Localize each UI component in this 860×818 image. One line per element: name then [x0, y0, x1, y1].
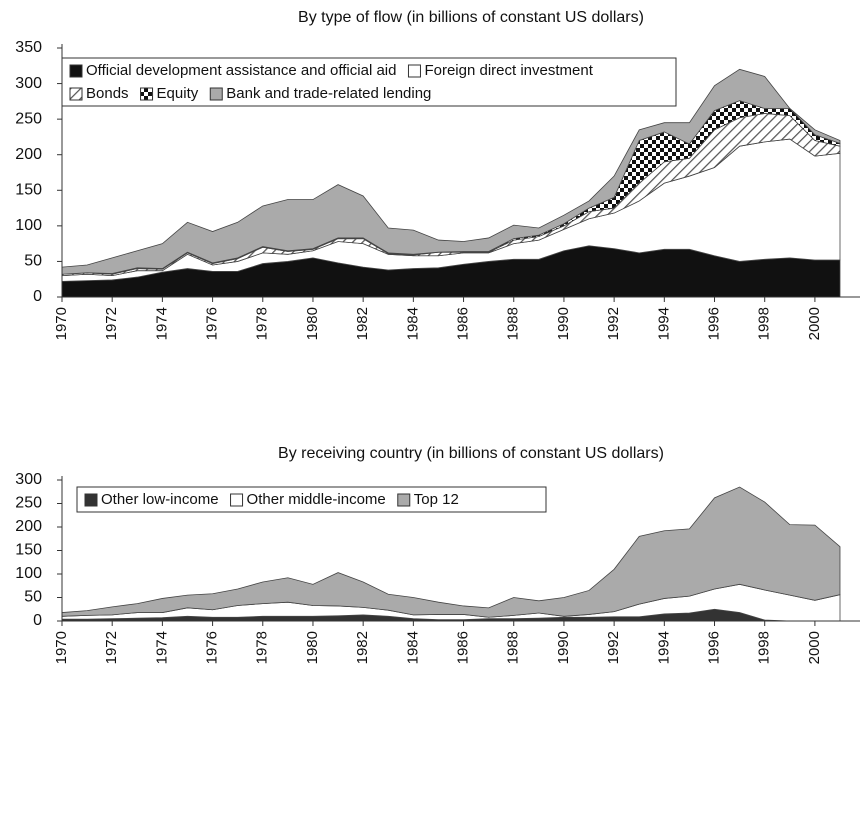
x-tick-label: 1988: [505, 631, 522, 664]
y-tick-label: 300: [15, 75, 42, 92]
y-tick-label: 250: [15, 495, 42, 512]
legend-swatch: [84, 493, 98, 507]
legend-swatch: [397, 493, 411, 507]
y-tick-label: 150: [15, 542, 42, 559]
x-tick-label: 1994: [655, 307, 672, 340]
y-tick-label: 50: [24, 589, 42, 606]
y-tick-label: 0: [33, 612, 42, 629]
x-tick-label: 1998: [756, 307, 773, 340]
y-tick-label: 250: [15, 110, 42, 127]
y-tick-label: 200: [15, 146, 42, 163]
x-tick-label: 1980: [304, 307, 321, 340]
x-tick-label: 1988: [505, 307, 522, 340]
x-tick-label: 1974: [153, 631, 170, 664]
area-4: [61, 68, 841, 275]
x-tick-label: 1984: [404, 307, 421, 340]
x-tick-label: 1986: [455, 631, 472, 664]
x-tick-label: 1970: [53, 631, 70, 664]
x-tick-label: 1976: [204, 307, 221, 340]
x-tick-label: 1974: [153, 307, 170, 340]
x-tick-label: 1990: [555, 307, 572, 340]
x-tick-label: 1972: [103, 631, 120, 664]
legend-swatch: [69, 87, 83, 101]
y-tick-label: 350: [15, 39, 42, 56]
legend-swatch: [230, 493, 244, 507]
legend-swatch: [69, 64, 83, 78]
y-tick-label: 0: [33, 288, 42, 305]
area-2: [61, 486, 841, 618]
y-tick-label: 150: [15, 182, 42, 199]
x-tick-label: 2000: [806, 631, 823, 664]
x-tick-label: 1982: [354, 307, 371, 340]
x-tick-label: 1984: [404, 631, 421, 664]
x-tick-label: 1970: [53, 307, 70, 340]
legend-box: [61, 57, 677, 107]
x-tick-label: 1992: [605, 307, 622, 340]
chart-title: By receiving country (in billions of con…: [278, 445, 664, 462]
legend-label: Equity: [157, 85, 199, 102]
legend-swatch: [140, 87, 154, 101]
legend-label: Bonds: [86, 85, 129, 102]
x-tick-label: 1980: [304, 631, 321, 664]
x-tick-label: 1986: [455, 307, 472, 340]
y-tick-label: 200: [15, 518, 42, 535]
y-tick-label: 100: [15, 217, 42, 234]
legend-box: [76, 486, 547, 513]
legend-label: Foreign direct investment: [424, 62, 593, 79]
x-tick-label: 1994: [655, 631, 672, 664]
y-tick-label: 100: [15, 565, 42, 582]
x-tick-label: 1992: [605, 631, 622, 664]
x-tick-label: 1996: [705, 307, 722, 340]
x-tick-label: 1978: [254, 307, 271, 340]
x-tick-label: 2000: [806, 307, 823, 340]
x-tick-label: 1976: [204, 631, 221, 664]
legend-label: Top 12: [414, 491, 459, 508]
x-tick-label: 1990: [555, 631, 572, 664]
x-tick-label: 1978: [254, 631, 271, 664]
legend-label: Other middle-income: [247, 491, 386, 508]
y-tick-label: 300: [15, 471, 42, 488]
legend-swatch: [407, 64, 421, 78]
x-tick-label: 1996: [705, 631, 722, 664]
chart-title: By type of flow (in billions of constant…: [298, 9, 644, 26]
legend-label: Bank and trade-related lending: [226, 85, 431, 102]
y-tick-label: 50: [24, 253, 42, 270]
x-tick-label: 1998: [756, 631, 773, 664]
x-tick-label: 1972: [103, 307, 120, 340]
legend-swatch: [209, 87, 223, 101]
x-tick-label: 1982: [354, 631, 371, 664]
legend-label: Official development assistance and offi…: [86, 62, 396, 79]
legend-label: Other low-income: [101, 491, 219, 508]
